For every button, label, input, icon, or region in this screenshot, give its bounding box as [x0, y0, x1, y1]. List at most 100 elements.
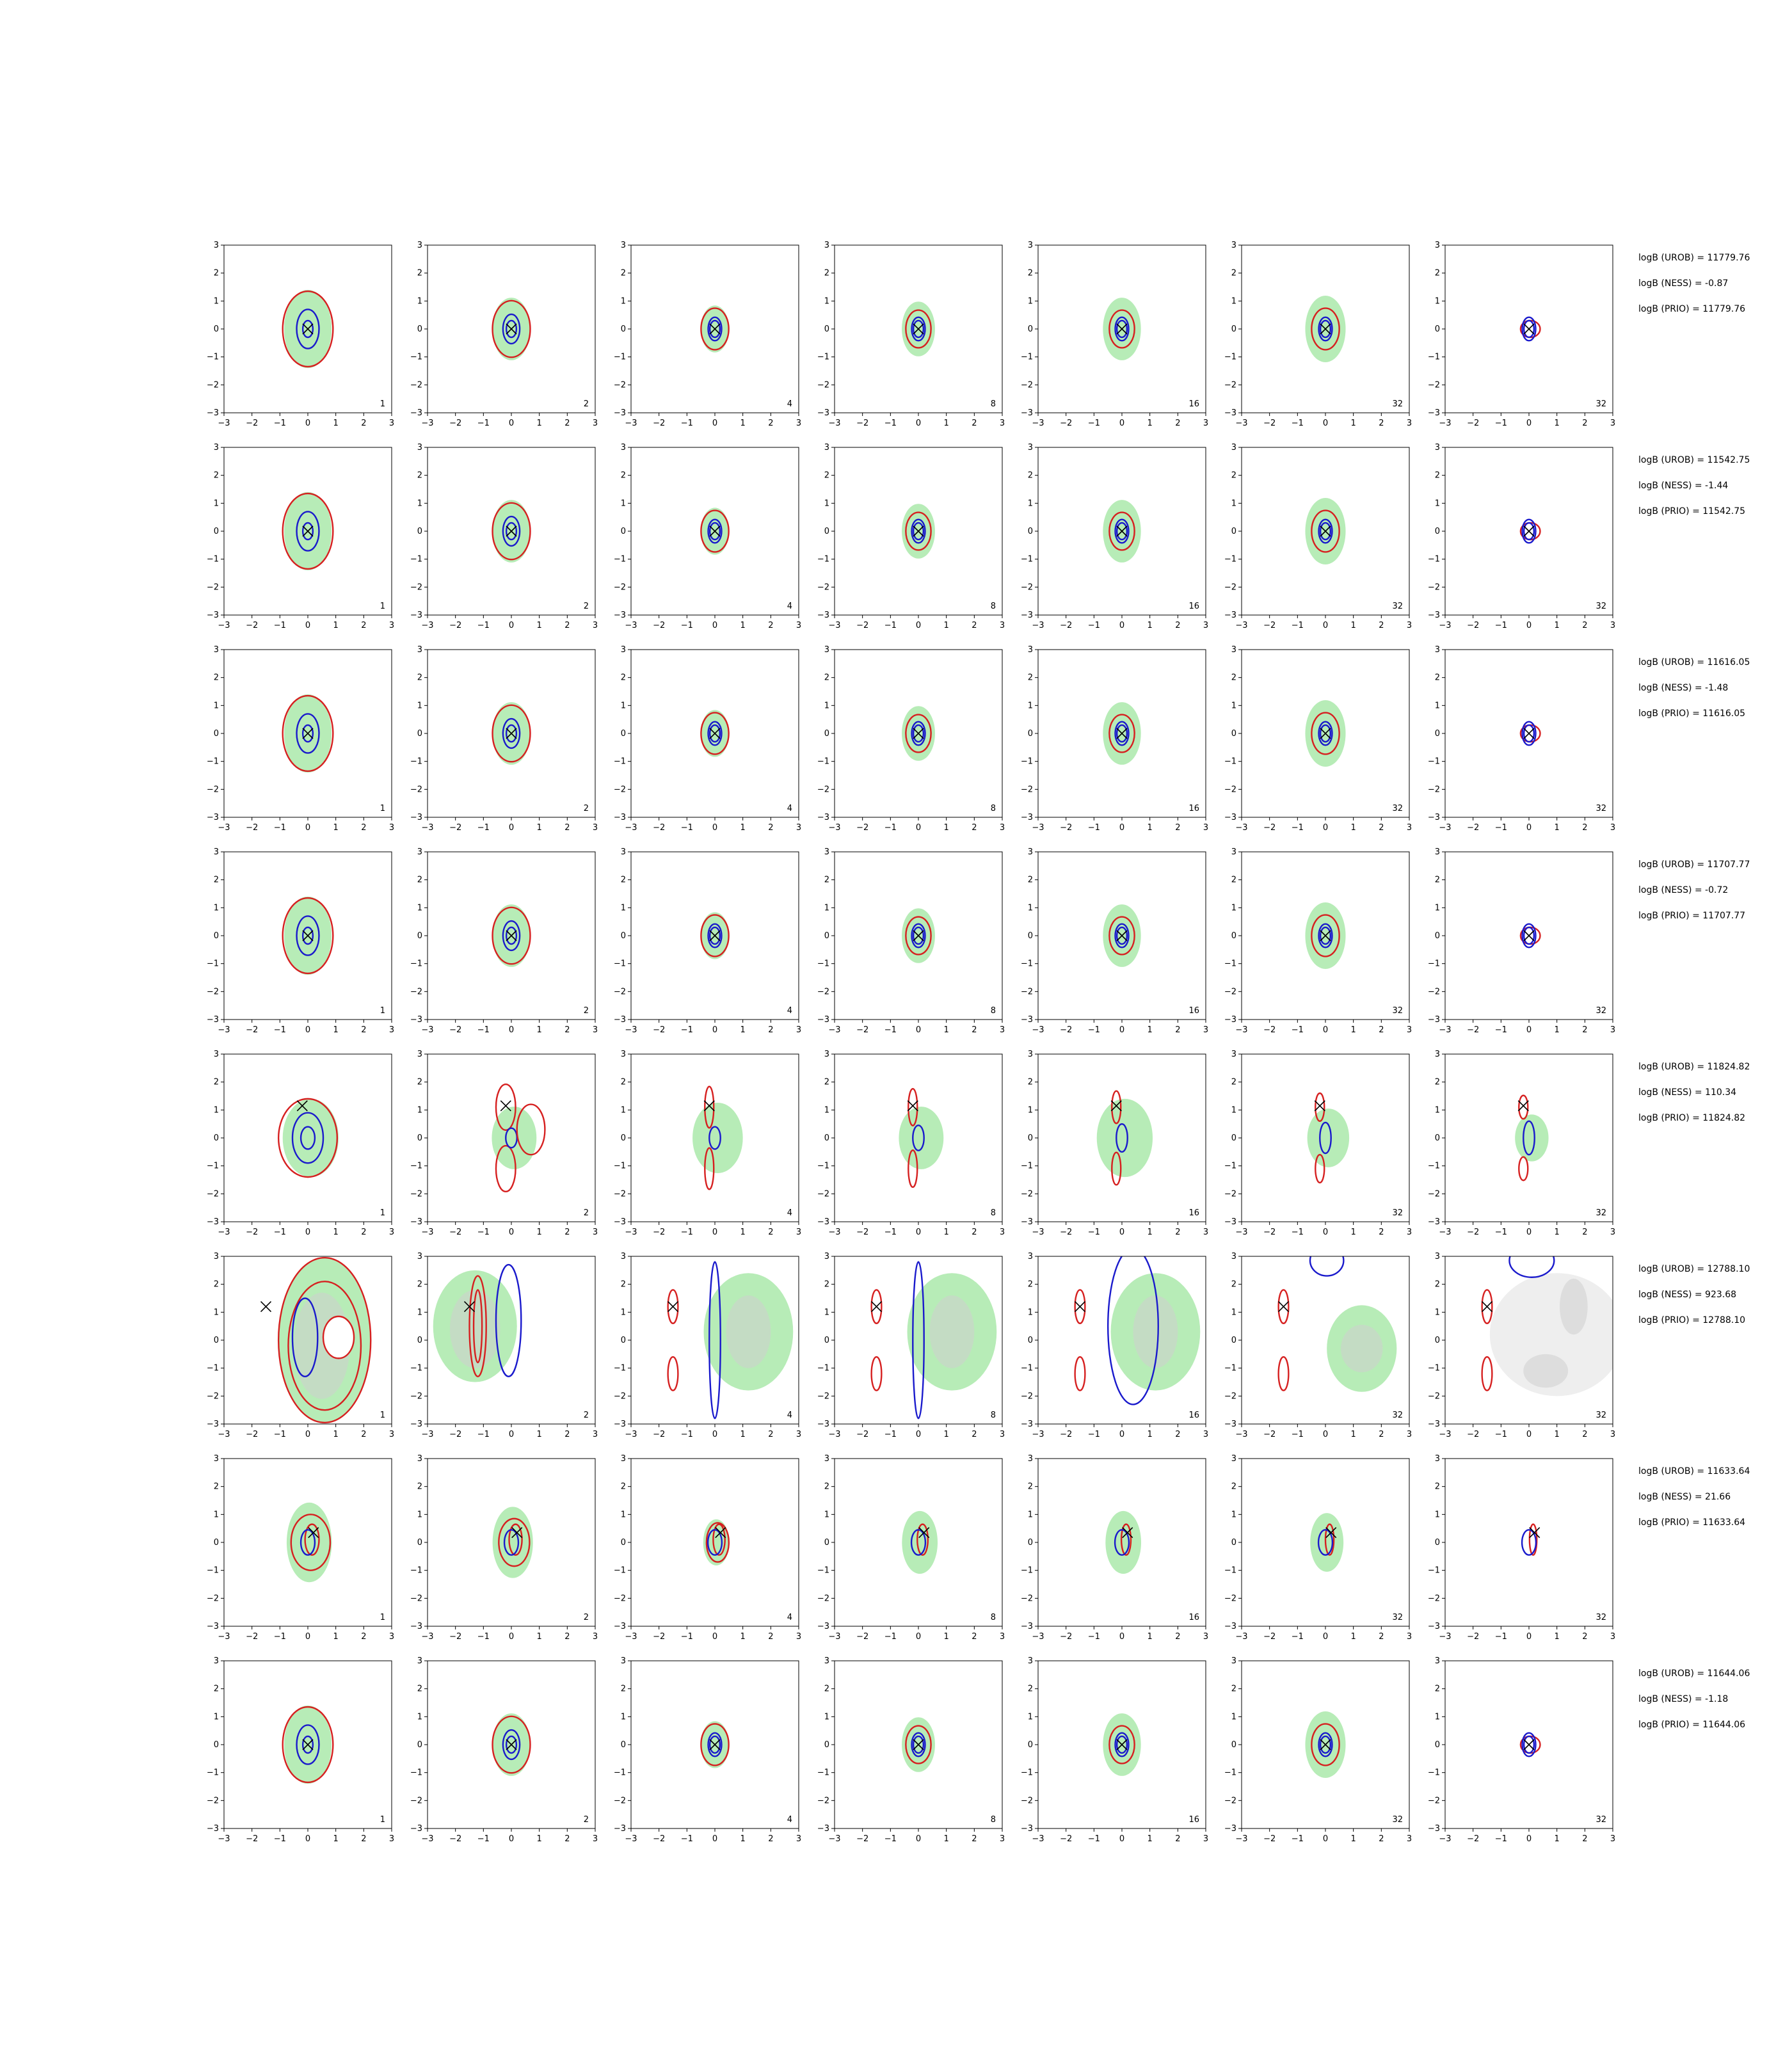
x-tick-label: −1 [681, 621, 693, 630]
y-tick-label: −1 [410, 555, 422, 564]
y-tick-label: −2 [410, 380, 422, 390]
x-tick-label: −3 [1439, 1025, 1451, 1035]
x-tick-label: −2 [1467, 823, 1479, 833]
plot-area [902, 908, 935, 963]
x-tick-label: 3 [1203, 1632, 1208, 1642]
y-tick-label: −2 [1021, 1796, 1033, 1805]
y-tick-label: −3 [207, 408, 219, 418]
panel-count-label: 1 [380, 1815, 385, 1825]
x-tick-label: 2 [361, 1025, 366, 1035]
x-tick-label: 1 [333, 1430, 339, 1439]
panel-r1-c3: −3 −2 −1 0 1 2 3 −3 −2 −1 0 1 2 3 4 [614, 241, 801, 428]
y-tick-label: −3 [207, 1015, 219, 1025]
y-tick-label: 2 [1435, 1280, 1440, 1290]
x-tick-label: 2 [1582, 621, 1587, 630]
x-tick-label: 3 [796, 1430, 801, 1439]
x-tick-label: 1 [740, 1228, 746, 1237]
x-tick-label: −2 [246, 823, 258, 833]
y-tick-label: 0 [1231, 324, 1236, 334]
plot-area [492, 298, 531, 360]
x-tick-label: −2 [653, 823, 665, 833]
x-tick-label: −1 [1088, 621, 1100, 630]
panel-r1-c5: −3 −2 −1 0 1 2 3 −3 −2 −1 0 1 2 3 16 [1021, 241, 1208, 428]
blue-contour [707, 1529, 723, 1556]
panel-r2-c4: −3 −2 −1 0 1 2 3 −3 −2 −1 0 1 2 3 8 [817, 443, 1005, 630]
y-tick-label: 1 [1028, 701, 1033, 710]
y-tick-label: −3 [614, 1217, 626, 1227]
red-contour [1481, 1356, 1493, 1391]
x-tick-label: −3 [1032, 1430, 1044, 1439]
y-tick-label: 2 [1231, 1280, 1236, 1290]
blue-contour-inner [708, 319, 721, 339]
x-tick-label: 3 [1407, 1834, 1412, 1844]
red-contour [516, 1103, 546, 1156]
y-tick-label: 0 [214, 1133, 219, 1143]
x-tick-label: 0 [1323, 823, 1328, 833]
target-marker [703, 1100, 715, 1112]
panel-count-label: 32 [1392, 1006, 1403, 1016]
stat-row2-line3: logB (PRIO) = 11542.75 [1638, 506, 1746, 516]
panel-r6-c1: −3 −2 −1 0 1 2 3 −3 −2 −1 0 1 2 3 1 [207, 1252, 394, 1439]
x-tick-label: −3 [421, 1228, 433, 1237]
y-tick-label: −3 [1224, 1824, 1236, 1834]
x-tick-label: −1 [477, 1025, 490, 1035]
blue-contour-inner [912, 319, 925, 339]
y-tick-label: −2 [614, 380, 626, 390]
y-tick-label: 2 [824, 1482, 829, 1492]
x-tick-label: 0 [305, 1228, 310, 1237]
y-tick-label: 3 [1028, 1050, 1033, 1059]
x-tick-label: 0 [1526, 823, 1532, 833]
y-tick-label: 0 [1028, 324, 1033, 334]
red-contour [492, 704, 531, 763]
blue-contour [1521, 518, 1537, 544]
y-tick-label: −1 [1021, 959, 1033, 969]
x-tick-label: −1 [884, 621, 897, 630]
x-tick-label: −2 [1263, 1834, 1276, 1844]
y-tick-label: −1 [614, 555, 626, 564]
x-tick-label: 0 [712, 1834, 717, 1844]
y-tick-label: 1 [1028, 296, 1033, 306]
y-tick-label: −3 [1428, 408, 1440, 418]
plot-area [1103, 702, 1141, 765]
target-marker [500, 1100, 511, 1112]
red-contour [1108, 309, 1135, 349]
blue-contour [910, 1529, 927, 1556]
x-tick-label: 2 [564, 1632, 570, 1642]
x-tick-label: 1 [1148, 823, 1153, 833]
target-marker [1325, 1527, 1337, 1539]
blue-contour [1107, 1256, 1159, 1405]
x-tick-label: −3 [1439, 1228, 1451, 1237]
x-tick-label: −1 [274, 1025, 286, 1035]
panel-r5-c3: −3 −2 −1 0 1 2 3 −3 −2 −1 0 1 2 3 4 [614, 1050, 801, 1237]
y-tick-label: −1 [817, 757, 829, 767]
x-tick-label: −1 [884, 1632, 897, 1642]
y-tick-label: 1 [1231, 296, 1236, 306]
panel-count-label: 16 [1188, 1613, 1199, 1622]
y-tick-label: −1 [207, 1566, 219, 1576]
x-tick-label: 3 [796, 1228, 801, 1237]
y-tick-label: −3 [1428, 611, 1440, 620]
panel-r4-c7: −3 −2 −1 0 1 2 3 −3 −2 −1 0 1 2 3 32 [1428, 847, 1615, 1035]
target-marker [302, 728, 314, 739]
y-tick-label: 0 [1435, 1740, 1440, 1750]
x-tick-label: 1 [333, 1834, 339, 1844]
x-tick-label: −2 [1263, 419, 1276, 428]
red-contour [908, 1149, 918, 1188]
panel-count-label: 32 [1392, 1208, 1403, 1218]
x-tick-label: 0 [1323, 1834, 1328, 1844]
y-tick-label: −1 [1428, 1162, 1440, 1171]
panel-r3-c7: −3 −2 −1 0 1 2 3 −3 −2 −1 0 1 2 3 32 [1428, 645, 1615, 833]
x-tick-label: 3 [1407, 419, 1412, 428]
y-tick-label: 0 [1435, 729, 1440, 739]
blue-contour [1318, 1732, 1333, 1757]
x-tick-label: 0 [305, 1025, 310, 1035]
target-marker [907, 1100, 918, 1112]
y-tick-label: −1 [817, 959, 829, 969]
x-tick-label: 0 [305, 419, 310, 428]
x-tick-label: 3 [389, 1632, 394, 1642]
x-tick-label: −3 [625, 1834, 637, 1844]
x-tick-label: 3 [1407, 1025, 1412, 1035]
y-tick-label: 2 [417, 269, 422, 278]
x-tick-label: −1 [1088, 1025, 1100, 1035]
